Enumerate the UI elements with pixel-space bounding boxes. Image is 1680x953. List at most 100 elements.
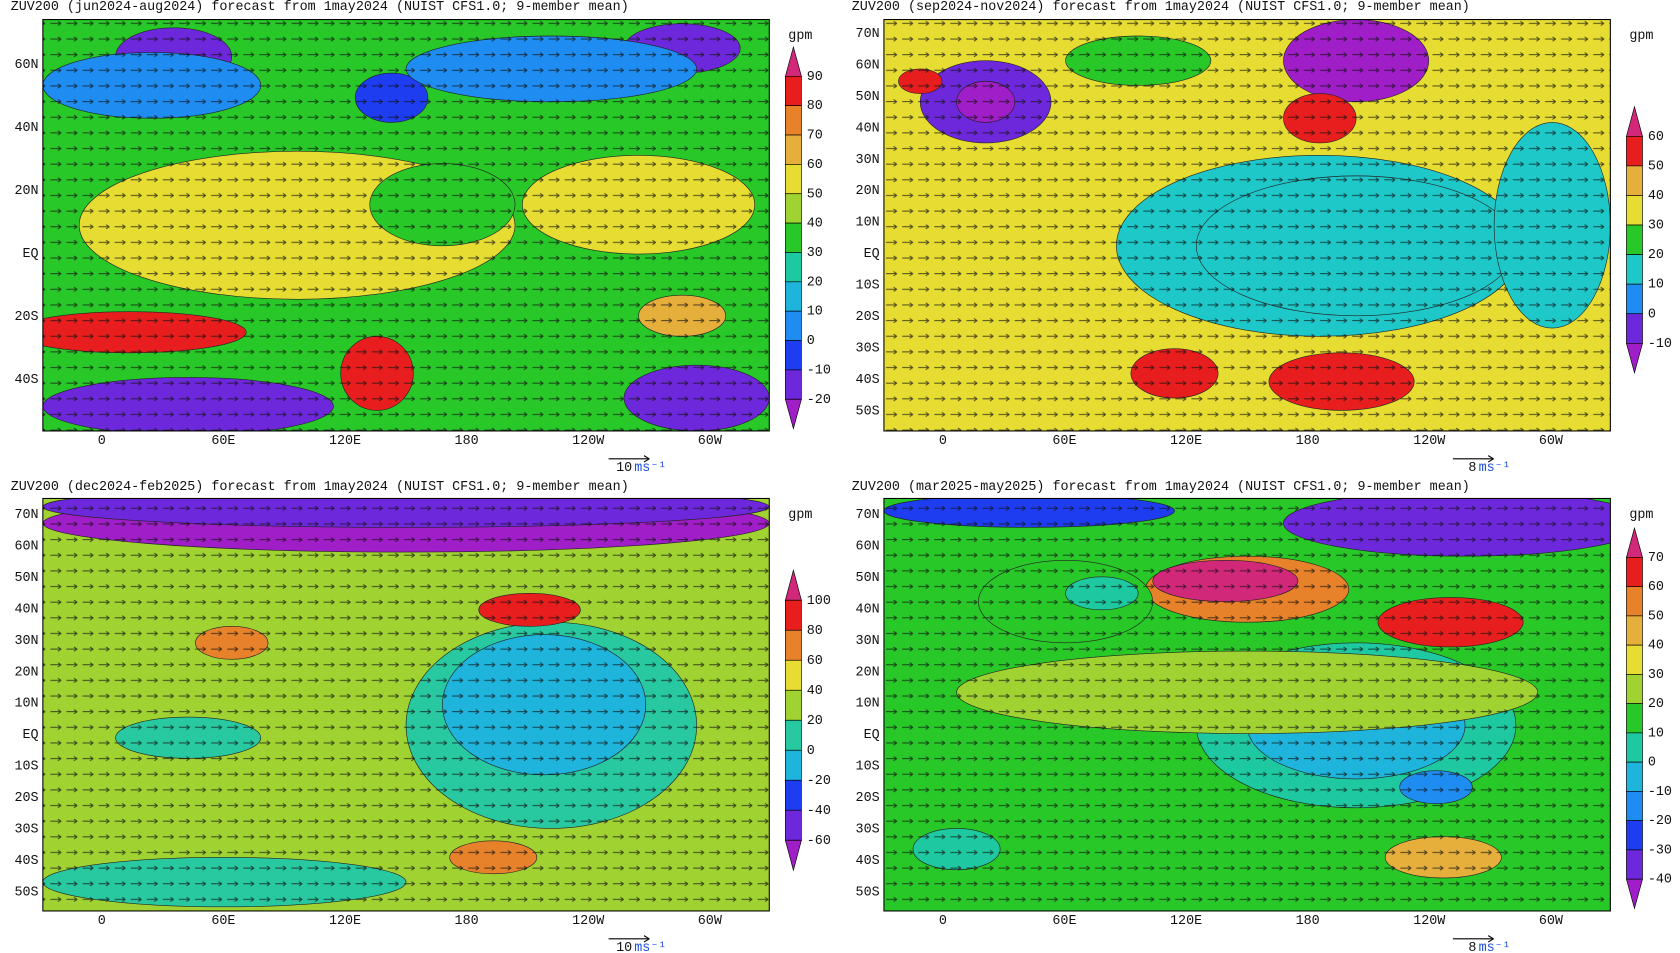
lat-label: 40N [14,121,38,136]
lat-label: EQ [23,728,39,743]
lat-label: 60N [14,58,38,73]
colorbar-box [1626,165,1643,196]
lat-label: 70N [856,27,880,42]
lon-label: 180 [1296,434,1320,449]
colorbar-label: -60 [807,834,831,849]
lat-label: 10S [14,760,38,775]
lon-label: 120E [1170,914,1202,929]
ref-unit: ms⁻¹ [634,941,666,953]
colorbar-box [785,629,802,661]
colorbar-unit: gpm [788,508,812,523]
lat-label: 20S [14,310,38,325]
lat-label: EQ [864,728,880,743]
colorbar-box [785,369,802,400]
colorbar-label: 40 [807,684,823,699]
lat-label: EQ [23,247,39,262]
lon-label: 120E [329,914,361,929]
colorbar-box [785,164,802,195]
lat-label: 50N [14,571,38,586]
colorbar-end [1626,105,1643,137]
colorbar-label: 0 [807,744,815,759]
lat-label: 50N [856,571,880,586]
colorbar-label: -20 [807,774,831,789]
colorbar-label: 0 [1648,756,1656,771]
colorbar-box [1626,820,1643,851]
lon-label: 120W [1413,914,1446,929]
colorbar-label: 30 [1648,219,1664,234]
lon-label: 180 [1296,914,1320,929]
colorbar-label: 80 [807,624,823,639]
map-panel: ZUV200 (mar2025-may2025) forecast from 1… [852,480,1672,953]
lat-label: 20S [14,791,38,806]
lon-label: 60W [698,434,723,449]
lat-label: 20S [856,310,880,325]
colorbar-label: 50 [1648,159,1664,174]
colorbar-box [785,281,802,312]
contour-field [42,498,770,911]
colorbar-box [1626,283,1643,315]
colorbar-label: -10 [1648,785,1672,800]
lat-label: 10S [856,760,880,775]
colorbar-box [1626,703,1643,734]
colorbar-label: 50 [807,187,823,202]
lon-label: 180 [455,434,479,449]
lat-label: 20S [856,791,880,806]
colorbar-label: -30 [1648,843,1672,858]
lat-label: 10N [856,697,880,712]
colorbar-box [785,134,802,165]
ref-arrow-head [1487,935,1494,943]
lat-label: 10N [856,216,880,231]
colorbar-box [785,222,802,253]
lat-label: 20N [14,184,38,199]
lon-label: 120W [572,914,605,929]
colorbar-label: 40 [807,217,823,232]
lon-label: 180 [455,914,479,929]
colorbar-label: 20 [807,275,823,290]
lat-label: 50S [14,885,38,900]
lat-label: 70N [856,508,880,523]
colorbar-box [785,599,802,631]
colorbar-box [785,779,802,811]
lat-label: 60N [856,58,880,73]
colorbar-unit: gpm [1629,29,1653,44]
lat-label: 20N [14,665,38,680]
colorbar-box [1626,136,1643,167]
lon-label: 120W [572,434,605,449]
lon-label: 0 [98,434,106,449]
lat-label: 40S [14,854,38,869]
colorbar-label: 10 [807,305,823,320]
colorbar-label: 60 [807,158,823,173]
plot-frame [42,19,770,432]
contour-field [883,19,1611,431]
colorbar-label: 40 [1648,639,1664,654]
colorbar-end [1626,878,1643,910]
lat-label: 30S [14,823,38,838]
colorbar-label: 90 [807,70,823,85]
colorbar-box [785,659,802,691]
lat-label: 50N [856,90,880,105]
lat-label: 40S [856,373,880,388]
lon-label: 0 [939,914,947,929]
colorbar-label: 30 [807,246,823,261]
lat-label: 40N [14,602,38,617]
wind-vectors [883,498,1611,911]
colorbar-box [785,719,802,751]
ref-magnitude: 10 [616,941,632,953]
colorbar-box [1626,791,1643,821]
colorbar-end [1626,342,1643,375]
colorbar-label: 60 [1648,130,1664,145]
colorbar-box [1626,254,1643,285]
lon-label: 60W [698,914,723,929]
lat-label: 10N [14,697,38,712]
colorbar-label: 30 [1648,668,1664,683]
colorbar-label: 80 [807,99,823,114]
lon-label: 60W [1539,914,1564,929]
plot-frame [42,497,770,912]
colorbar-box [1626,224,1643,255]
colorbar-label: 10 [1648,726,1664,741]
colorbar-label: -20 [1648,814,1672,829]
colorbar-end [784,398,802,430]
colorbar-label: 70 [1648,551,1664,566]
colorbar-box [1626,557,1643,587]
